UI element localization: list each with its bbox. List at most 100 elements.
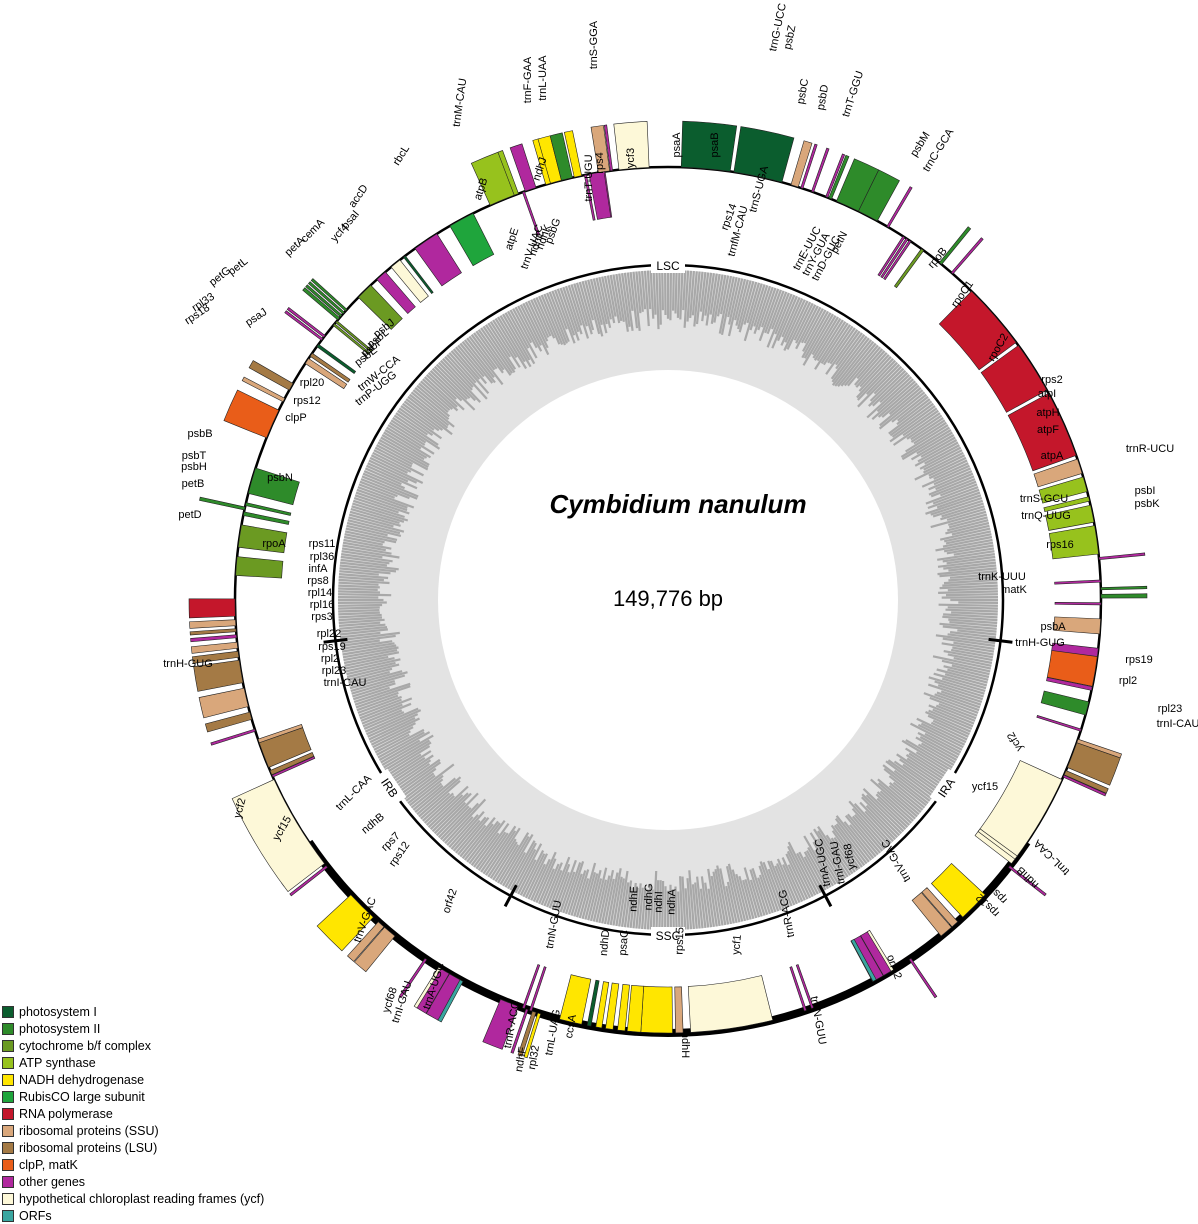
label-trni-cau: trnI-CAU: [324, 677, 367, 689]
label-psbb: psbB: [187, 428, 212, 440]
legend-item-psii: photosystem II: [2, 1020, 264, 1037]
gene-atph: [1043, 496, 1090, 512]
label-trnq-uug: trnQ-UUG: [1021, 510, 1071, 522]
gene-trnl-uag: [510, 1008, 529, 1054]
gene-psaa: [680, 120, 738, 172]
gene-atpa: [1048, 525, 1099, 560]
label-psbt: psbT: [182, 450, 207, 462]
gc-content-bars: [337, 269, 999, 931]
label-ndhi: ndhI: [653, 891, 666, 913]
legend-label: RNA polymerase: [19, 1106, 113, 1121]
label-petn: petN: [829, 229, 851, 255]
gene-rps19b: [257, 724, 304, 744]
label-trnh-gug: trnH-GUG: [163, 658, 213, 670]
label-orf42: orf42: [441, 887, 460, 915]
label-rps3: rps3: [311, 611, 332, 623]
legend-label: clpP, matK: [19, 1157, 78, 1172]
label-rps4: rps4: [594, 152, 606, 173]
legend-label: ribosomal proteins (SSU): [19, 1123, 159, 1138]
gene-rpob: [938, 290, 1017, 371]
gene-ycf2: [974, 760, 1063, 865]
gene-ndha: [626, 984, 645, 1033]
gene-rps2: [1033, 458, 1083, 488]
gene-rpoa: [188, 598, 236, 619]
legend-swatch: [2, 1022, 14, 1035]
gene-rps18: [304, 358, 348, 390]
label-petb: petB: [182, 478, 205, 490]
gene-ycf15: [977, 828, 1018, 860]
gene-trnp-ugg: [284, 310, 324, 341]
gene-trnfm-cau: [800, 143, 818, 189]
legend: photosystem I photosystem II cytochrome b/…: [2, 1003, 264, 1224]
legend-item-lsu: ribosomal proteins (LSU): [2, 1139, 264, 1156]
gene-petn: [893, 248, 925, 289]
label-ndhb: ndhB: [1015, 864, 1042, 891]
label-rps19: rps19: [318, 641, 346, 653]
gene-trnd-guc: [883, 239, 912, 281]
label-atpa: atpA: [1041, 450, 1064, 462]
gene-rps3: [198, 687, 249, 719]
legend-item-cyt: cytochrome b/f complex: [2, 1037, 264, 1054]
label-rpl20: rpl20: [300, 377, 324, 389]
gene-peta: [357, 284, 403, 330]
gene-accd: [414, 233, 462, 287]
gene-trnh-gug: [1036, 715, 1082, 732]
label-trnl-caa: trnL-CAA: [1031, 836, 1072, 877]
legend-item-rna: RNA polymerase: [2, 1105, 264, 1122]
legend-swatch: [2, 1141, 14, 1154]
gene-trna-ugc: [850, 935, 884, 983]
legend-label: photosystem II: [19, 1021, 101, 1036]
legend-label: NADH dehydrogenase: [19, 1072, 145, 1087]
label-ndhe: ndhE: [628, 886, 641, 912]
svg-text:SSC: SSC: [656, 929, 681, 943]
gene-rps11: [189, 619, 237, 629]
gene-ycf2b: [231, 779, 325, 893]
region-boundary-tick: [988, 637, 1013, 644]
region-label-ssc: SSC: [651, 927, 685, 943]
gene-ndhd: [559, 974, 592, 1025]
gene-trnh-gug2: [210, 728, 256, 746]
gene-psbe: [302, 287, 341, 321]
gene-petl: [335, 320, 373, 353]
label-rpoa: rpoA: [262, 538, 286, 550]
label-ndha: ndhA: [666, 888, 679, 915]
label-trnt-ugu: trnT-UGU: [583, 154, 595, 201]
gene-ndhf: [523, 1012, 542, 1059]
gene-trnc-gca: [950, 237, 984, 275]
gene-ndhb: [931, 863, 986, 918]
label-rps16: rps16: [1046, 539, 1074, 551]
gene-ndhbb: [316, 894, 374, 952]
gene-psba: [1040, 690, 1090, 716]
gene-ycf68b: [413, 966, 442, 1009]
gene-rps14: [790, 140, 813, 188]
gene-trnl-uaa: [588, 171, 612, 220]
label-petd: petD: [178, 509, 201, 521]
label-psab: psaB: [709, 132, 721, 157]
label-trns-gcu: trnS-GCU: [1020, 493, 1068, 505]
label-trnt-ggu: trnT-GGU: [840, 69, 866, 118]
gene-psbg: [549, 132, 573, 181]
gene-trnv-gac: [908, 957, 938, 999]
gene-petb: [237, 524, 288, 554]
gene-trnr-acg: [795, 964, 814, 1009]
label-ycf3: ycf3: [625, 148, 637, 168]
label-rps11: rps11: [309, 538, 336, 550]
gene-rps12c: [241, 376, 286, 403]
region-boundary-tick: [503, 884, 518, 908]
label-psaj: psaJ: [243, 306, 269, 329]
legend-swatch: [2, 1073, 14, 1086]
legend-label: other genes: [19, 1174, 86, 1189]
legend-label: ATP synthase: [19, 1055, 96, 1070]
gene-rps8: [190, 641, 239, 654]
gene-rpl2: [1066, 742, 1121, 786]
gc-content-ring: [337, 269, 999, 931]
inverted-repeat-band: [305, 839, 668, 1037]
gene-psai: [403, 255, 434, 295]
gene-psbj: [310, 278, 348, 312]
gene-trny-gua: [880, 237, 909, 279]
legend-swatch: [2, 1107, 14, 1120]
gene-ycf68: [866, 929, 895, 972]
label-psbd: psbD: [815, 84, 831, 111]
gene-ndhh: [640, 985, 673, 1034]
